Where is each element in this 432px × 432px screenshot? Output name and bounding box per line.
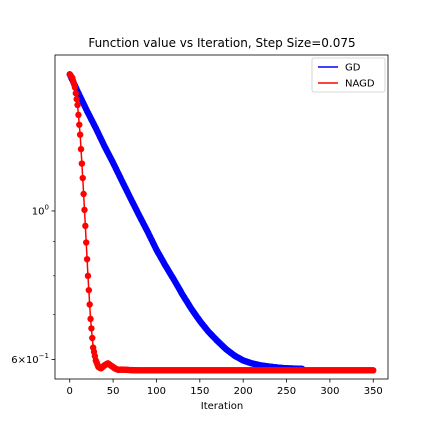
series-nagd-point bbox=[75, 111, 82, 119]
series-nagd-point bbox=[76, 121, 83, 128]
series-nagd-point bbox=[71, 84, 79, 91]
series-nagd-point bbox=[78, 160, 86, 167]
series-nagd-point bbox=[82, 222, 89, 230]
x-tick-label: 50 bbox=[107, 386, 120, 397]
series-nagd-point bbox=[80, 190, 87, 198]
series-nagd-point bbox=[81, 206, 88, 214]
x-tick-label: 100 bbox=[147, 386, 166, 397]
x-tick-label: 200 bbox=[234, 386, 253, 397]
series-nagd-point bbox=[84, 272, 92, 280]
series-nagd-point bbox=[89, 334, 96, 342]
series-nagd-point bbox=[76, 131, 84, 138]
series-nagd-point bbox=[72, 90, 80, 97]
chart-title: Function value vs Iteration, Step Size=0… bbox=[88, 36, 355, 50]
legend-label-gd: GD bbox=[345, 63, 361, 74]
series-nagd-point bbox=[79, 174, 86, 182]
x-tick-label: 150 bbox=[190, 386, 209, 397]
legend: GD NAGD bbox=[311, 57, 386, 93]
series-nagd-point bbox=[370, 367, 377, 374]
plot-area bbox=[66, 71, 377, 374]
x-axis-label: Iteration bbox=[201, 401, 243, 412]
series-nagd-markers bbox=[66, 71, 377, 374]
x-tick-label: 0 bbox=[67, 386, 73, 397]
plot-frame bbox=[54, 54, 389, 380]
series-nagd-point bbox=[86, 301, 93, 308]
legend-label-nagd: NAGD bbox=[345, 79, 375, 90]
series-nagd-point bbox=[77, 145, 85, 153]
x-tick-label: 350 bbox=[364, 386, 383, 397]
series-nagd-point bbox=[83, 239, 90, 246]
x-tick-label: 250 bbox=[277, 386, 296, 397]
series-nagd-point bbox=[87, 315, 94, 323]
series-nagd-point bbox=[74, 101, 81, 109]
series-nagd-point bbox=[73, 95, 80, 103]
series-nagd-point bbox=[88, 325, 95, 332]
series-nagd-point bbox=[85, 286, 93, 294]
x-tick-label: 300 bbox=[320, 386, 339, 397]
series-nagd-point bbox=[83, 255, 91, 263]
series-nagd bbox=[66, 71, 377, 374]
